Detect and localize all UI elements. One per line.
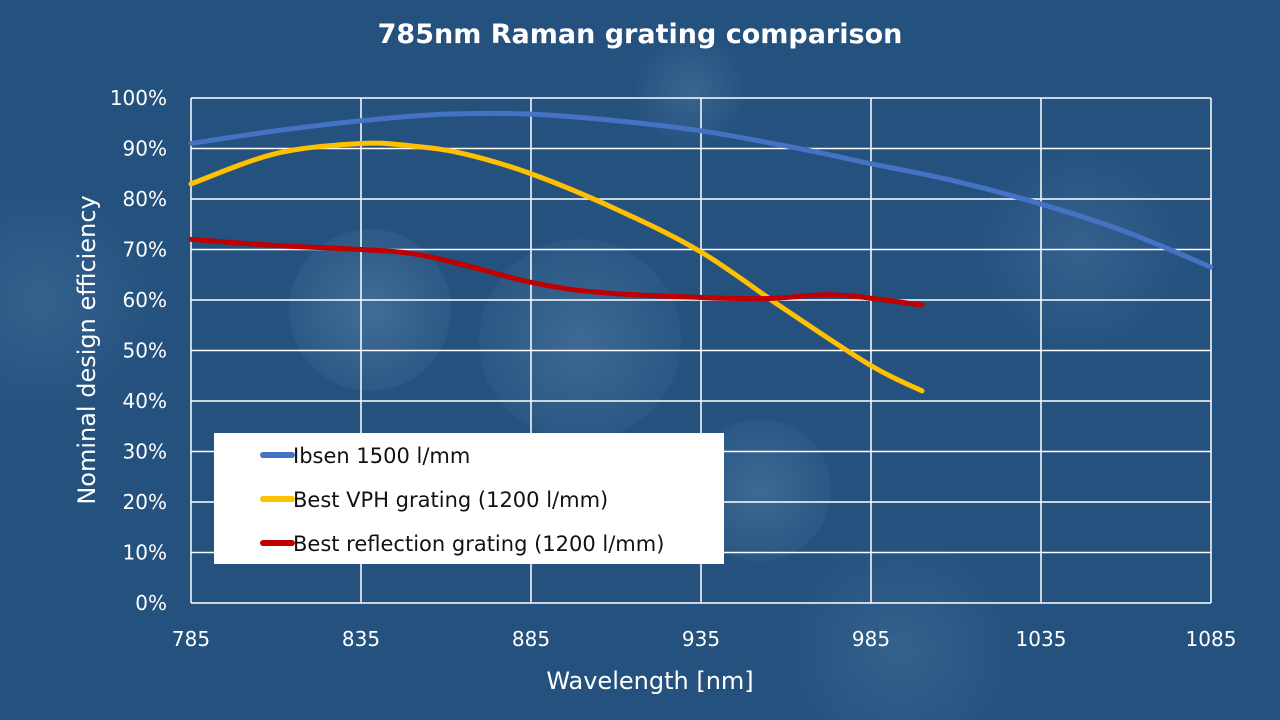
x-tick-label: 935 [682, 627, 720, 651]
series-line [188, 140, 925, 394]
y-tick-label: 100% [110, 86, 167, 110]
series-line [188, 110, 1214, 270]
series-line [188, 236, 925, 308]
y-tick-label: 0% [135, 591, 167, 615]
legend: Ibsen 1500 l/mm Best VPH grating (1200 l/… [214, 433, 724, 564]
y-tick-label: 90% [123, 137, 167, 161]
x-axis-label: Wavelength [nm] [546, 667, 753, 695]
y-tick-labels: 0% 10% 20% 30% 40% 50% 60% 70% 80% 90% 100% [110, 86, 167, 615]
y-tick-label: 70% [123, 238, 167, 262]
y-tick-label: 40% [123, 389, 167, 413]
y-tick-label: 20% [123, 490, 167, 514]
y-tick-label: 60% [123, 288, 167, 312]
legend-box [214, 433, 724, 564]
x-tick-label: 1035 [1016, 627, 1067, 651]
y-tick-label: 50% [123, 339, 167, 363]
chart-title: 785nm Raman grating comparison [378, 19, 903, 50]
x-tick-labels: 785 835 885 935 985 1035 1085 [172, 627, 1237, 651]
y-tick-label: 30% [123, 440, 167, 464]
x-tick-label: 985 [852, 627, 890, 651]
legend-label: Best reflection grating (1200 l/mm) [293, 532, 664, 556]
legend-label: Best VPH grating (1200 l/mm) [293, 488, 608, 512]
legend-label: Ibsen 1500 l/mm [293, 444, 470, 468]
x-tick-label: 885 [512, 627, 550, 651]
series-lines [188, 110, 1214, 394]
x-tick-label: 835 [342, 627, 380, 651]
y-tick-label: 10% [123, 541, 167, 565]
y-axis-label: Nominal design efficiency [73, 195, 101, 504]
x-tick-label: 785 [172, 627, 210, 651]
y-tick-label: 80% [123, 187, 167, 211]
x-tick-label: 1085 [1186, 627, 1237, 651]
